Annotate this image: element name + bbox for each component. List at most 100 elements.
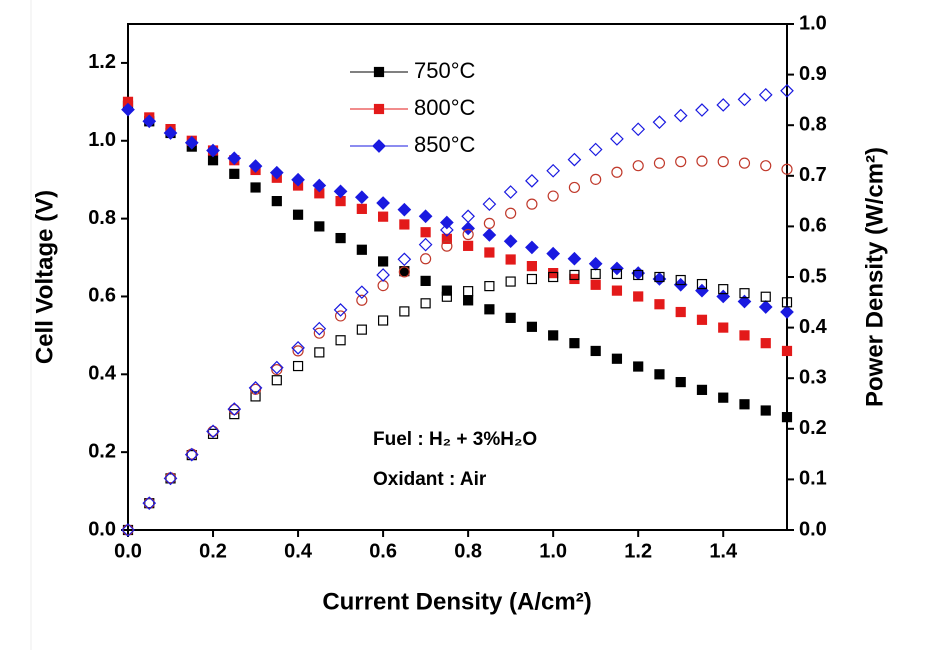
y-tick-label: 0.6 xyxy=(88,285,116,307)
marker xyxy=(184,447,199,462)
marker xyxy=(377,315,389,326)
marker xyxy=(206,143,220,158)
marker xyxy=(354,285,369,300)
marker xyxy=(758,300,773,314)
marker xyxy=(631,122,646,137)
y-tick-label: 0.0 xyxy=(88,518,116,540)
marker xyxy=(503,234,518,249)
marker xyxy=(780,83,794,98)
legend-label: 750°C xyxy=(414,58,476,83)
marker xyxy=(420,298,431,309)
marker xyxy=(483,217,495,229)
marker xyxy=(505,254,516,265)
marker xyxy=(376,268,390,282)
marker xyxy=(675,274,686,286)
x-tick-label: 0.6 xyxy=(369,540,397,562)
marker xyxy=(292,360,304,372)
y2-tick-label: 0.1 xyxy=(799,468,827,490)
x-tick-label: 1.0 xyxy=(539,540,567,562)
marker xyxy=(163,471,178,486)
marker xyxy=(633,291,644,302)
marker xyxy=(675,376,686,388)
marker xyxy=(567,251,582,266)
marker xyxy=(526,261,538,272)
y-tick-label: 0.2 xyxy=(88,440,116,462)
marker xyxy=(484,281,495,292)
marker xyxy=(696,314,708,325)
marker xyxy=(696,278,708,290)
marker xyxy=(526,321,538,332)
y2-tick-label: 0.8 xyxy=(799,113,827,135)
marker xyxy=(418,209,433,224)
marker xyxy=(546,163,561,178)
x-tick-label: 1.2 xyxy=(624,540,652,562)
marker xyxy=(440,215,454,230)
marker xyxy=(610,132,624,146)
marker xyxy=(335,232,346,244)
marker xyxy=(121,102,135,117)
marker xyxy=(356,244,367,255)
marker xyxy=(633,361,644,372)
marker xyxy=(588,142,603,157)
marker xyxy=(781,163,793,175)
marker xyxy=(248,159,263,173)
y-tick-label: 1.0 xyxy=(88,129,116,151)
marker xyxy=(335,335,346,346)
marker xyxy=(354,190,369,205)
marker xyxy=(420,253,432,265)
marker xyxy=(739,288,750,299)
marker xyxy=(269,165,284,180)
marker xyxy=(356,203,367,214)
marker xyxy=(548,268,559,279)
marker xyxy=(333,303,348,317)
marker xyxy=(547,190,559,202)
marker xyxy=(526,273,538,285)
y-tick-label: 0.8 xyxy=(88,207,116,229)
marker xyxy=(420,227,431,238)
marker xyxy=(227,151,242,166)
marker xyxy=(548,271,559,283)
y2-axis-title: Power Density (W/cm²) xyxy=(861,147,888,407)
marker xyxy=(781,345,793,357)
marker xyxy=(482,197,497,211)
marker xyxy=(314,221,325,232)
marker xyxy=(695,103,709,117)
marker xyxy=(654,369,665,380)
marker xyxy=(184,135,199,150)
marker xyxy=(673,108,688,123)
x-axis-title: Current Density (A/cm²) xyxy=(322,588,591,615)
marker xyxy=(418,237,433,252)
marker xyxy=(399,306,410,317)
marker xyxy=(654,271,665,283)
x-tick-label: 0.2 xyxy=(199,540,227,562)
marker xyxy=(376,196,390,210)
marker xyxy=(333,184,348,199)
marker xyxy=(484,304,495,315)
y2-tick-label: 1.0 xyxy=(799,12,827,34)
marker xyxy=(441,291,452,302)
marker xyxy=(143,497,155,509)
marker xyxy=(441,233,452,244)
marker xyxy=(633,269,644,281)
marker xyxy=(142,114,157,129)
x-tick-label: 1.4 xyxy=(709,540,738,562)
marker xyxy=(525,174,539,188)
marker xyxy=(546,246,561,261)
marker xyxy=(250,182,261,193)
marker xyxy=(207,425,219,437)
marker xyxy=(718,284,729,295)
marker xyxy=(568,181,581,194)
marker xyxy=(397,202,412,217)
marker xyxy=(611,285,623,296)
marker xyxy=(269,360,284,375)
marker xyxy=(654,299,665,310)
x-tick-label: 0.4 xyxy=(284,540,313,562)
y2-tick-label: 0.0 xyxy=(799,518,827,540)
marker xyxy=(717,156,729,168)
marker xyxy=(227,402,242,416)
marker xyxy=(505,276,516,287)
marker xyxy=(271,363,283,376)
legend-label: 800°C xyxy=(414,95,476,120)
marker xyxy=(461,221,475,236)
